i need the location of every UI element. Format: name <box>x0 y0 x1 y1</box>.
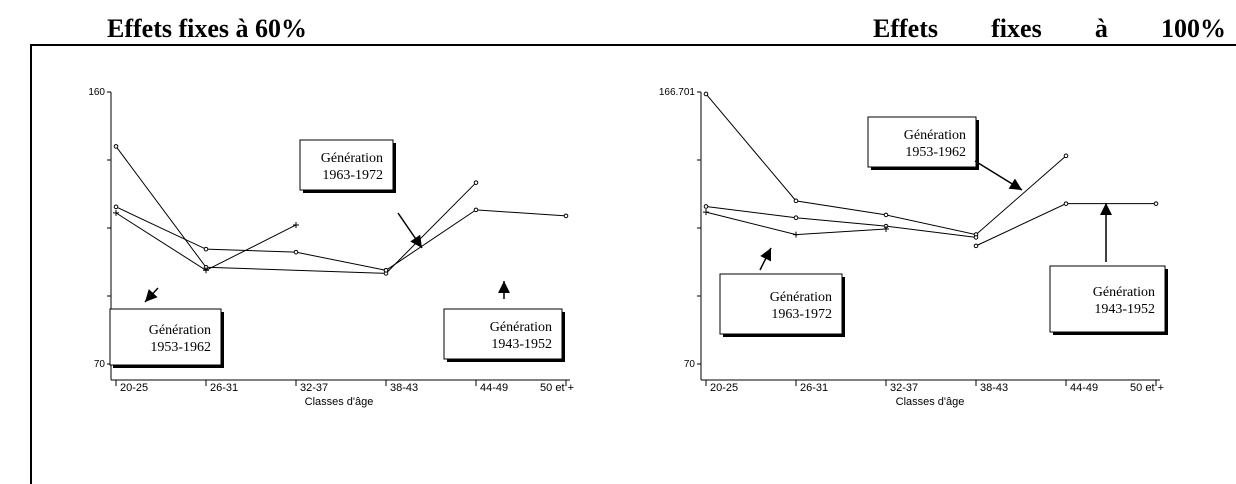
data-point <box>883 212 889 218</box>
data-point <box>563 213 569 219</box>
chart-panel-2: 166.701 70 20-25 26-31 32-37 38-43 44-49 50 et … <box>659 87 1168 408</box>
right-heading-word: fixes <box>991 14 1042 43</box>
x-tick-label: 38-43 <box>390 382 418 394</box>
callout-arrowhead <box>410 234 422 248</box>
callout-box <box>109 308 222 366</box>
data-point <box>113 144 119 149</box>
x-tick-label: 26-31 <box>210 382 238 394</box>
callout-label: Génération <box>1093 285 1155 300</box>
data-point <box>883 225 889 232</box>
x-tick-label: 26-31 <box>800 382 828 394</box>
callout-label: Génération <box>770 290 832 305</box>
series-line <box>115 212 297 271</box>
callout-box <box>443 308 563 360</box>
x-tick-label: 32-37 <box>890 382 918 394</box>
x-tick-label: 20-25 <box>120 382 148 394</box>
x-axis-label: Classes d'âge <box>305 396 374 408</box>
data-point <box>113 204 119 210</box>
x-tick-label: 44-49 <box>1070 382 1098 394</box>
data-point <box>203 267 209 274</box>
data-point <box>473 207 479 213</box>
x-axis-label: Classes d'âge <box>896 396 965 408</box>
y-tick-label: 70 <box>94 359 106 370</box>
callout-box <box>719 273 843 335</box>
data-point <box>1153 201 1159 206</box>
right-heading-word: à <box>1094 14 1108 43</box>
data-point <box>113 209 119 216</box>
y-tick-label: 166.701 <box>659 87 696 98</box>
callout-label: Génération <box>149 323 211 338</box>
x-tick-label: 44-49 <box>480 382 508 394</box>
data-point <box>703 91 709 97</box>
data-point <box>703 204 709 209</box>
right-heading-word: Effets <box>873 14 938 43</box>
left-panel-heading: Effets fixes à 60% <box>107 14 308 43</box>
callout-box <box>299 139 394 191</box>
series-line <box>115 206 387 271</box>
callout-label: Génération <box>490 320 552 335</box>
series-line <box>115 146 477 274</box>
callout-label: 1963-1972 <box>771 307 832 322</box>
data-point <box>293 249 299 255</box>
callout-box <box>867 116 977 168</box>
series-line <box>975 203 1156 247</box>
x-tick-label: 20-25 <box>710 382 738 394</box>
callout-label: Génération <box>904 128 966 143</box>
callout-arrowhead <box>498 281 510 293</box>
callout-label: 1943-1952 <box>491 337 552 352</box>
charts-canvas: 160 70 20-25 26-31 32-37 38-43 44-49 50 et + Cla… <box>88 87 1168 408</box>
data-point <box>293 221 299 228</box>
data-point <box>793 215 799 221</box>
data-point <box>793 198 799 204</box>
x-tick-label: 50 et + <box>540 382 574 394</box>
data-point <box>383 268 389 273</box>
callout-label: 1953-1962 <box>905 145 966 160</box>
callout-arrowhead <box>145 289 158 302</box>
callout-label: 1943-1952 <box>1094 302 1155 317</box>
y-tick-label: 70 <box>684 359 696 370</box>
data-point <box>473 180 479 185</box>
callout-arrowhead <box>1008 178 1022 190</box>
x-tick-label: 32-37 <box>300 382 328 394</box>
callout-arrowhead <box>1100 203 1112 215</box>
callout-label: Génération <box>321 151 383 166</box>
data-point <box>1063 153 1069 159</box>
data-point <box>203 246 209 252</box>
right-heading-word: 100% <box>1161 14 1226 43</box>
y-tick-label: 160 <box>88 87 105 98</box>
right-panel-heading: Effets fixes à 100% <box>873 14 1226 44</box>
data-point <box>793 231 799 238</box>
series-line <box>705 205 977 238</box>
data-point <box>973 243 979 249</box>
data-point <box>1063 201 1069 206</box>
figure-frame <box>30 44 1236 484</box>
chart-panel-1: 160 70 20-25 26-31 32-37 38-43 44-49 50 et + Cla… <box>88 87 574 408</box>
data-point <box>703 209 709 216</box>
x-tick-label: 50 et + <box>1130 382 1164 394</box>
callout-label: 1963-1972 <box>322 168 383 183</box>
x-tick-label: 38-43 <box>980 382 1008 394</box>
data-point <box>973 235 979 240</box>
callout-label: 1953-1962 <box>150 340 211 355</box>
callout-arrowhead <box>760 248 771 262</box>
callout-box <box>1049 265 1166 333</box>
